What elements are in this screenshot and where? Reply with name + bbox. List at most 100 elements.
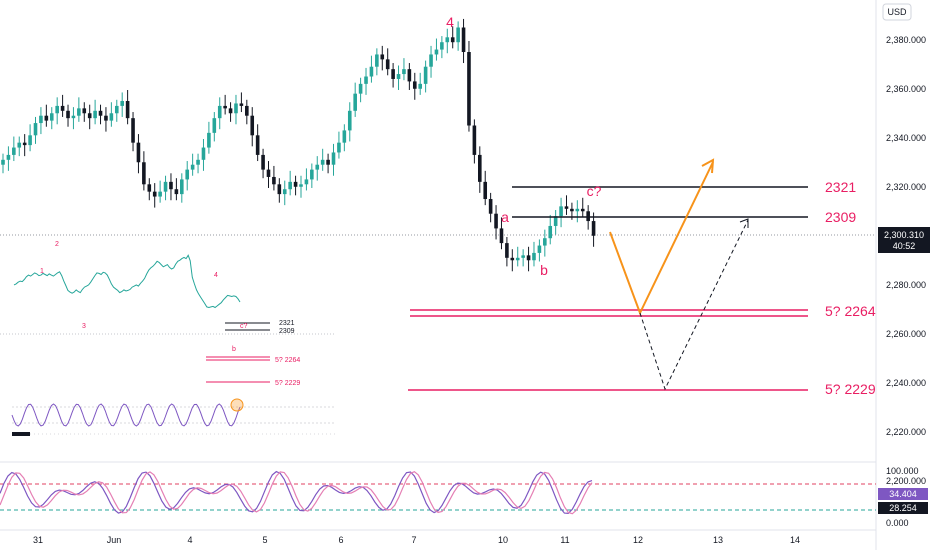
candle-body — [407, 69, 412, 82]
projection-arrowhead — [701, 158, 715, 174]
stoch-k-line — [0, 470, 593, 515]
candle-body — [575, 208, 580, 212]
candle-body — [6, 154, 11, 160]
time-tick: 5 — [262, 535, 267, 545]
wave-label-a: a — [501, 209, 509, 225]
candle-body — [207, 132, 211, 148]
candle-body — [429, 54, 433, 67]
candle-body — [190, 164, 195, 170]
time-tick: 11 — [560, 535, 569, 545]
candle-body — [163, 181, 168, 192]
price-tick: 2,360.000 — [886, 84, 926, 94]
levels-group: 2321 2309 5? 2264 5? 2229 — [408, 179, 876, 397]
candle-body — [402, 69, 406, 75]
price-tick: 2,320.000 — [886, 182, 926, 192]
candle-body — [55, 105, 59, 114]
price-tick: 2,280.000 — [886, 280, 926, 290]
candle-body — [250, 115, 255, 136]
candle-body — [217, 105, 222, 119]
candle-body — [234, 103, 238, 114]
candle-body — [543, 238, 547, 246]
wave-label-b: b — [540, 262, 548, 278]
candle-body — [537, 245, 542, 253]
candle-body — [196, 159, 200, 165]
candle-body — [586, 211, 590, 222]
last-price-badge — [878, 227, 930, 253]
time-axis[interactable]: 31 Jun 4 5 6 7 10 11 12 13 14 — [33, 535, 800, 545]
time-tick: 4 — [187, 535, 192, 545]
candle-body — [467, 52, 471, 126]
candle-body — [423, 66, 428, 84]
candle-body — [277, 184, 282, 195]
wave-label-4: 4 — [446, 14, 454, 30]
candle-body — [364, 76, 368, 84]
candle-body — [98, 110, 103, 116]
candle-body — [456, 27, 460, 43]
stoch-d-line — [0, 471, 593, 515]
candle-body — [591, 221, 596, 236]
candle-body — [255, 135, 260, 155]
inset-wave-3: 3 — [82, 323, 86, 330]
candle-body — [22, 142, 27, 146]
time-tick: 7 — [411, 535, 416, 545]
stoch-d-badge — [878, 502, 928, 514]
candle-body — [494, 213, 498, 229]
candle-body — [434, 49, 439, 55]
time-tick: 6 — [338, 535, 343, 545]
candle-body — [158, 191, 162, 197]
candle-body — [136, 142, 141, 163]
candle-body — [337, 142, 341, 153]
candle-body — [120, 101, 124, 106]
candle-body — [299, 184, 303, 187]
candle-body — [109, 113, 114, 121]
inset-wave-1: 1 — [40, 268, 44, 275]
inset-wave-4: 4 — [214, 272, 218, 279]
stoch-k-value: 34.404 — [889, 489, 917, 499]
inset-highlight-circle — [230, 398, 244, 412]
candle-body — [185, 169, 190, 180]
candle-body — [239, 103, 244, 106]
candle-body — [358, 83, 363, 94]
candle-body — [125, 101, 130, 119]
candle-body — [580, 208, 585, 212]
level-label-2309: 2309 — [825, 209, 856, 225]
candle-body — [1, 159, 5, 165]
candle-body — [478, 154, 482, 182]
candle-body — [526, 255, 531, 261]
currency-badge[interactable] — [882, 3, 912, 21]
candle-body — [515, 257, 520, 261]
candle-body — [147, 184, 152, 192]
candle-body — [293, 181, 298, 187]
inset-price-line — [13, 254, 241, 309]
time-tick: 10 — [498, 535, 508, 545]
candle-body — [521, 255, 525, 258]
candle-body — [87, 113, 92, 119]
candle-body — [33, 123, 38, 136]
candle-body — [315, 164, 320, 170]
candle-body — [93, 110, 97, 119]
countdown-value: 40:52 — [893, 241, 916, 251]
candle-body — [342, 130, 347, 143]
inset-chart: 2321 2309 5? 2264 5? 2229 1 2 3 4 b c? — [0, 241, 335, 436]
price-tick: 2,340.000 — [886, 133, 926, 143]
candle-body — [266, 169, 271, 177]
candle-body — [142, 162, 146, 185]
stoch-tick-100: 100.000 — [886, 466, 919, 476]
price-tick: 2,380.000 — [886, 35, 926, 45]
projection-orange-path — [609, 161, 714, 316]
candle-body — [326, 159, 330, 165]
wave-label-c: c? — [587, 183, 602, 199]
candle-body — [12, 147, 16, 155]
candle-body — [104, 115, 108, 121]
candle-body — [282, 189, 287, 195]
candle-body — [369, 66, 374, 77]
candle-body — [77, 108, 81, 116]
price-axis[interactable]: 2,380.000 2,360.000 2,340.000 2,320.000 2,30… — [886, 35, 926, 486]
candle-body — [114, 105, 119, 114]
candle-body — [488, 199, 493, 214]
level-label-2229: 5? 2229 — [825, 381, 876, 397]
candle-body — [169, 181, 173, 190]
candle-body — [201, 147, 206, 160]
inset-scrollbar[interactable] — [12, 432, 30, 436]
